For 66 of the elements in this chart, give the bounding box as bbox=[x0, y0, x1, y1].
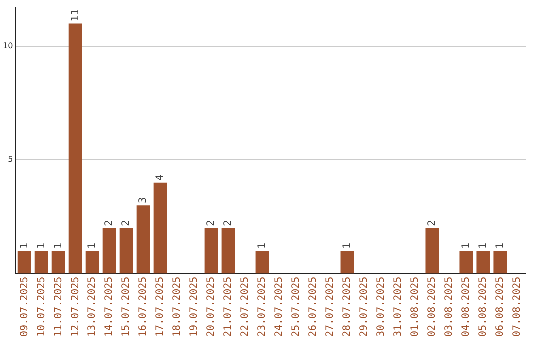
x-tick-label: 12.07.2025 bbox=[70, 276, 82, 338]
x-tick-label: 23.07.2025 bbox=[257, 276, 268, 338]
x-tick-label: 29.07.2025 bbox=[359, 276, 370, 338]
data-label: 2 bbox=[121, 220, 132, 226]
data-label: 2 bbox=[206, 220, 218, 226]
data-label: 1 bbox=[342, 242, 354, 250]
y-tick-label: 5 bbox=[8, 155, 14, 164]
x-tick-label: 10.07.2025 bbox=[36, 276, 48, 338]
data-label: 1 bbox=[461, 242, 472, 250]
x-tick-label: 04.08.2025 bbox=[461, 276, 472, 338]
x-tick-label: 17.07.2025 bbox=[155, 276, 166, 338]
x-tick-label: 22.07.2025 bbox=[240, 276, 252, 338]
data-label: 1 bbox=[53, 242, 64, 250]
x-tick-label: 01.08.2025 bbox=[410, 276, 422, 338]
x-tick-label: 14.07.2025 bbox=[104, 276, 116, 338]
bar bbox=[426, 228, 440, 274]
data-label: 1 bbox=[257, 242, 268, 250]
x-tick-label: 25.07.2025 bbox=[291, 276, 302, 338]
bar bbox=[204, 228, 218, 274]
bar bbox=[256, 251, 270, 274]
data-label: 2 bbox=[223, 220, 234, 226]
x-tick-label: 18.07.2025 bbox=[172, 276, 184, 338]
bar bbox=[34, 251, 48, 274]
x-tick-label: 26.07.2025 bbox=[308, 276, 320, 338]
bar bbox=[494, 251, 508, 274]
bar bbox=[460, 251, 474, 274]
x-tick-label: 07.08.2025 bbox=[512, 276, 524, 338]
bar bbox=[222, 228, 236, 274]
bar bbox=[340, 251, 354, 274]
data-label: 11 bbox=[70, 8, 82, 22]
x-tick-label: 30.07.2025 bbox=[376, 276, 388, 338]
x-tick-label: 03.08.2025 bbox=[444, 276, 456, 338]
x-tick-label: 21.07.2025 bbox=[223, 276, 234, 338]
bar bbox=[102, 228, 116, 274]
x-tick-label: 13.07.2025 bbox=[87, 276, 98, 338]
x-tick-label: 20.07.2025 bbox=[206, 276, 218, 338]
x-tick-label: 02.08.2025 bbox=[427, 276, 438, 338]
data-label: 3 bbox=[138, 197, 150, 204]
x-tick-label: 15.07.2025 bbox=[121, 276, 132, 338]
data-label: 4 bbox=[155, 174, 166, 181]
data-label: 2 bbox=[104, 220, 116, 226]
x-tick-label: 31.07.2025 bbox=[393, 276, 404, 338]
bar bbox=[136, 206, 150, 274]
data-label: 1 bbox=[36, 242, 48, 250]
x-tick-label: 06.08.2025 bbox=[495, 276, 506, 338]
x-tick-label: 05.08.2025 bbox=[478, 276, 490, 338]
data-label: 1 bbox=[19, 242, 30, 250]
data-label: 1 bbox=[87, 242, 98, 250]
x-tick-label: 09.07.2025 bbox=[19, 276, 30, 338]
bar bbox=[68, 24, 82, 274]
bar bbox=[120, 228, 134, 274]
bar bbox=[154, 182, 168, 274]
bar bbox=[18, 251, 32, 274]
data-label: 1 bbox=[478, 242, 490, 250]
bar bbox=[86, 251, 100, 274]
bar bbox=[476, 251, 490, 274]
x-tick-label: 19.07.2025 bbox=[189, 276, 200, 338]
bar bbox=[52, 251, 66, 274]
x-tick-label: 24.07.2025 bbox=[274, 276, 286, 338]
data-label: 1 bbox=[495, 242, 506, 250]
y-tick-label: 10 bbox=[2, 42, 14, 51]
data-label: 2 bbox=[427, 220, 438, 226]
x-tick-label: 28.07.2025 bbox=[342, 276, 354, 338]
x-tick-label: 11.07.2025 bbox=[53, 276, 64, 338]
x-tick-label: 16.07.2025 bbox=[138, 276, 150, 338]
x-tick-label: 27.07.2025 bbox=[325, 276, 336, 338]
